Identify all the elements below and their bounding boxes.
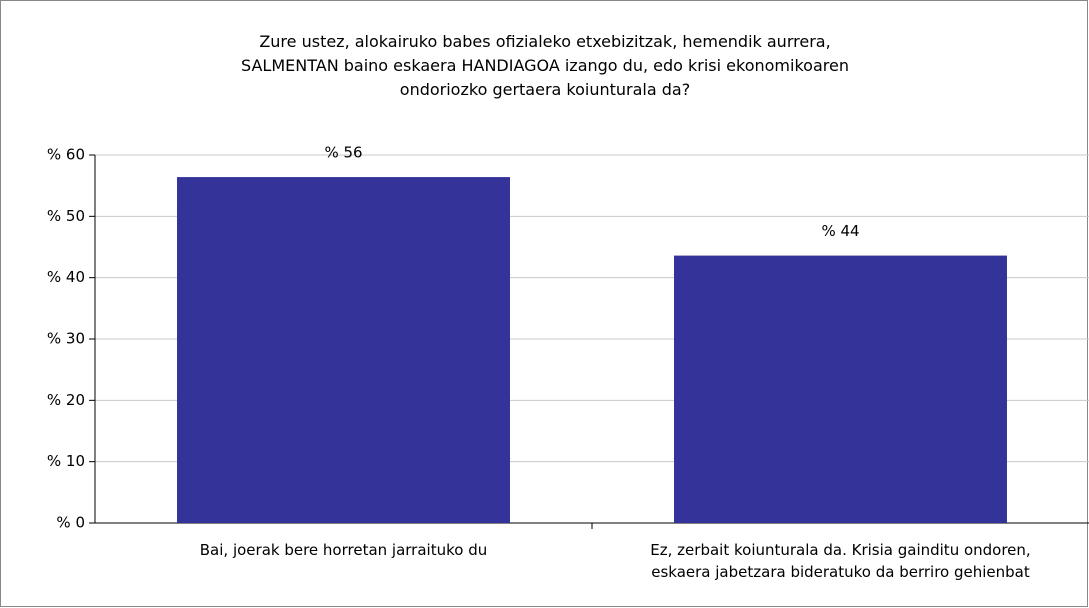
chart-title: Zure ustez, alokairuko babes ofizialeko … <box>241 32 849 99</box>
y-tick-label: % 60 <box>47 146 85 164</box>
x-tick-label: Bai, joerak bere horretan jarraituko du <box>199 541 488 559</box>
y-tick-label: % 40 <box>47 268 85 286</box>
data-label: % 56 <box>324 144 362 162</box>
y-tick-label: % 50 <box>47 207 85 225</box>
x-tick-label: Ez, zerbait koiunturala da. Krisia gaind… <box>650 541 1031 581</box>
data-label: % 44 <box>821 222 859 240</box>
y-tick-label: % 30 <box>47 330 85 348</box>
y-tick-label: % 10 <box>47 452 85 470</box>
y-tick-label: % 0 <box>56 514 85 532</box>
bar <box>674 255 1007 523</box>
bar <box>177 177 510 523</box>
y-tick-label: % 20 <box>47 391 85 409</box>
